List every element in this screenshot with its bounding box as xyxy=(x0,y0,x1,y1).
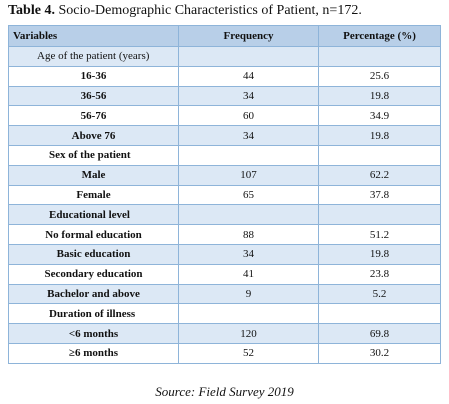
table-body: Age of the patient (years) 16-36 44 25.6 36-… xyxy=(8,46,441,364)
row-label: Bachelor and above xyxy=(8,283,179,305)
table-cell: 62.2 xyxy=(318,164,441,186)
header-row: Variables Frequency Percentage (%) xyxy=(8,25,441,47)
row-label: Basic education xyxy=(8,243,179,265)
row-label: 56-76 xyxy=(8,105,179,127)
column-header: Variables xyxy=(8,25,179,47)
table-row: Secondary education 41 23.8 xyxy=(8,263,441,285)
table-row: No formal education 88 51.2 xyxy=(8,224,441,245)
empty-cell xyxy=(178,144,319,166)
table-cell: 34 xyxy=(178,243,319,265)
table-cell: 69.8 xyxy=(318,323,441,344)
empty-cell xyxy=(178,46,319,67)
section-label: Age of the patient (years) xyxy=(8,46,179,67)
table-cell: 37.8 xyxy=(318,184,441,206)
empty-cell xyxy=(178,204,319,226)
table-cell: 44 xyxy=(178,65,319,87)
table-cell: 107 xyxy=(178,164,319,186)
table-cell: 23.8 xyxy=(318,263,441,285)
table-caption: Table 4. Socio-Demographic Characteristi… xyxy=(8,3,362,19)
row-label: <6 months xyxy=(8,323,179,344)
row-label: No formal education xyxy=(8,224,179,245)
table-row: Above 76 34 19.8 xyxy=(8,125,441,146)
table-row: Age of the patient (years) xyxy=(8,46,441,67)
empty-cell xyxy=(318,144,441,166)
table-cell: 25.6 xyxy=(318,65,441,87)
data-table: Variables Frequency Percentage (%) Age of … xyxy=(8,25,441,364)
table-row: Male 107 62.2 xyxy=(8,164,441,186)
section-label: Duration of illness xyxy=(8,303,179,325)
table-cell: 34 xyxy=(178,125,319,146)
column-header: Percentage (%) xyxy=(318,25,441,47)
table-title: Socio-Demographic Characteristics of Pat… xyxy=(58,3,362,18)
table-cell: 51.2 xyxy=(318,224,441,245)
table-cell: 19.8 xyxy=(318,125,441,146)
empty-cell xyxy=(318,303,441,325)
table-row: <6 months 120 69.8 xyxy=(8,323,441,344)
table-row: Basic education 34 19.8 xyxy=(8,243,441,265)
table-row: 56-76 60 34.9 xyxy=(8,105,441,127)
row-label: 36-56 xyxy=(8,85,179,107)
row-label: Above 76 xyxy=(8,125,179,146)
table-row: 16-36 44 25.6 xyxy=(8,65,441,87)
empty-cell xyxy=(178,303,319,325)
table-cell: 34.9 xyxy=(318,105,441,127)
source-note: Source: Field Survey 2019 xyxy=(155,384,294,399)
table-row: Bachelor and above 9 5.2 xyxy=(8,283,441,305)
table-cell: 34 xyxy=(178,85,319,107)
empty-cell xyxy=(318,204,441,226)
section-label: Sex of the patient xyxy=(8,144,179,166)
table-cell: 52 xyxy=(178,342,319,364)
row-label: 16-36 xyxy=(8,65,179,87)
table-cell: 30.2 xyxy=(318,342,441,364)
table-cell: 19.8 xyxy=(318,243,441,265)
row-label: Male xyxy=(8,164,179,186)
table-cell: 65 xyxy=(178,184,319,206)
table-row: Sex of the patient xyxy=(8,144,441,166)
table-cell: 120 xyxy=(178,323,319,344)
row-label: ≥6 months xyxy=(8,342,179,364)
table-row: Duration of illness xyxy=(8,303,441,325)
table-row: Educational level xyxy=(8,204,441,226)
table-cell: 41 xyxy=(178,263,319,285)
table-label: Table 4. xyxy=(8,3,55,18)
row-label: Secondary education xyxy=(8,263,179,285)
column-header: Frequency xyxy=(178,25,319,47)
table-cell: 9 xyxy=(178,283,319,305)
table-cell: 5.2 xyxy=(318,283,441,305)
table-row: 36-56 34 19.8 xyxy=(8,85,441,107)
row-label: Female xyxy=(8,184,179,206)
section-label: Educational level xyxy=(8,204,179,226)
table-cell: 60 xyxy=(178,105,319,127)
table-cell: 19.8 xyxy=(318,85,441,107)
empty-cell xyxy=(318,46,441,67)
table-row: ≥6 months 52 30.2 xyxy=(8,342,441,364)
table-cell: 88 xyxy=(178,224,319,245)
table-row: Female 65 37.8 xyxy=(8,184,441,206)
